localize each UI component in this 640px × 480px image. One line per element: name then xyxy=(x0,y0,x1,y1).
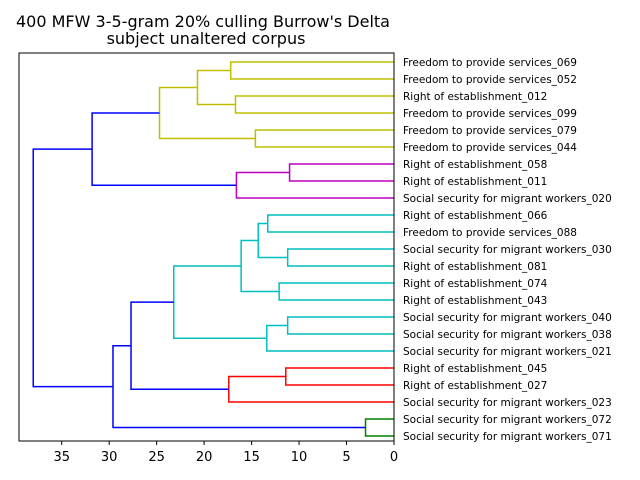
leaf-label: Freedom to provide services_079 xyxy=(403,125,577,137)
x-tick-label: 25 xyxy=(148,450,165,465)
leaf-label: Right of establishment_081 xyxy=(403,261,547,273)
leaf-label: Right of establishment_011 xyxy=(403,176,547,188)
leaf-label: Right of establishment_043 xyxy=(403,295,547,307)
dendrogram-link xyxy=(288,163,394,182)
leaf-label: Freedom to provide services_044 xyxy=(403,142,577,154)
leaf-label: Right of establishment_074 xyxy=(403,278,548,290)
leaf-label: Freedom to provide services_099 xyxy=(403,108,577,120)
dendrogram-link xyxy=(285,367,394,386)
title-line-2: subject unaltered corpus xyxy=(107,29,306,48)
dendrogram-link xyxy=(130,301,229,390)
leaf-label: Social security for migrant workers_021 xyxy=(403,346,612,358)
dendrogram-link xyxy=(266,214,394,233)
x-tick-label: 20 xyxy=(196,450,213,465)
dendrogram-link xyxy=(266,324,394,352)
leaf-label: Freedom to provide services_052 xyxy=(403,74,577,86)
leaf-label: Right of establishment_027 xyxy=(403,380,547,392)
x-tick-label: 30 xyxy=(101,450,118,465)
x-tick-label: 35 xyxy=(53,450,70,465)
dendrogram-link xyxy=(254,129,394,148)
dendrogram-link xyxy=(278,282,394,301)
leaf-label: Right of establishment_045 xyxy=(403,363,547,375)
dendrogram-link xyxy=(234,95,394,114)
leaf-label: Social security for migrant workers_040 xyxy=(403,312,612,324)
dendrogram-link xyxy=(91,112,237,186)
x-tick-label: 0 xyxy=(390,450,398,465)
leaf-label: Social security for migrant workers_023 xyxy=(403,397,612,409)
leaf-label: Social security for migrant workers_020 xyxy=(403,193,612,205)
leaf-label: Freedom to provide services_069 xyxy=(403,57,577,69)
dendrogram-link xyxy=(235,171,394,199)
leaf-label: Social security for migrant workers_071 xyxy=(403,431,612,443)
x-axis: 35 30 25 20 15 10 5 0 xyxy=(53,441,398,465)
leaf-labels: Freedom to provide services_069 Freedom t… xyxy=(403,57,612,443)
dendrogram-link xyxy=(286,248,394,267)
dendrogram-link xyxy=(364,418,394,437)
leaf-label: Freedom to provide services_088 xyxy=(403,227,577,239)
dendrogram-links xyxy=(32,61,394,437)
dendrogram-link xyxy=(32,148,113,388)
title-line-1: 400 MFW 3-5-gram 20% culling Burrow's De… xyxy=(16,12,390,31)
leaf-label: Right of establishment_058 xyxy=(403,159,547,171)
leaf-label: Social security for migrant workers_072 xyxy=(403,414,612,426)
x-tick-label: 15 xyxy=(243,450,260,465)
leaf-label: Social security for migrant workers_038 xyxy=(403,329,612,341)
dendrogram-link xyxy=(228,375,394,403)
dendrogram-link xyxy=(286,316,394,335)
x-tick-label: 10 xyxy=(291,450,308,465)
leaf-label: Right of establishment_012 xyxy=(403,91,547,103)
dendrogram-link xyxy=(257,222,288,259)
dendrogram-link xyxy=(240,239,280,293)
dendrogram-link xyxy=(229,61,394,80)
dendrogram-link xyxy=(172,265,267,339)
leaf-label: Right of establishment_066 xyxy=(403,210,548,222)
leaf-label: Social security for migrant workers_030 xyxy=(403,244,612,256)
dendrogram-link xyxy=(196,69,236,106)
x-tick-label: 5 xyxy=(342,450,350,465)
dendrogram-link xyxy=(112,344,366,429)
plot-frame xyxy=(18,52,395,442)
